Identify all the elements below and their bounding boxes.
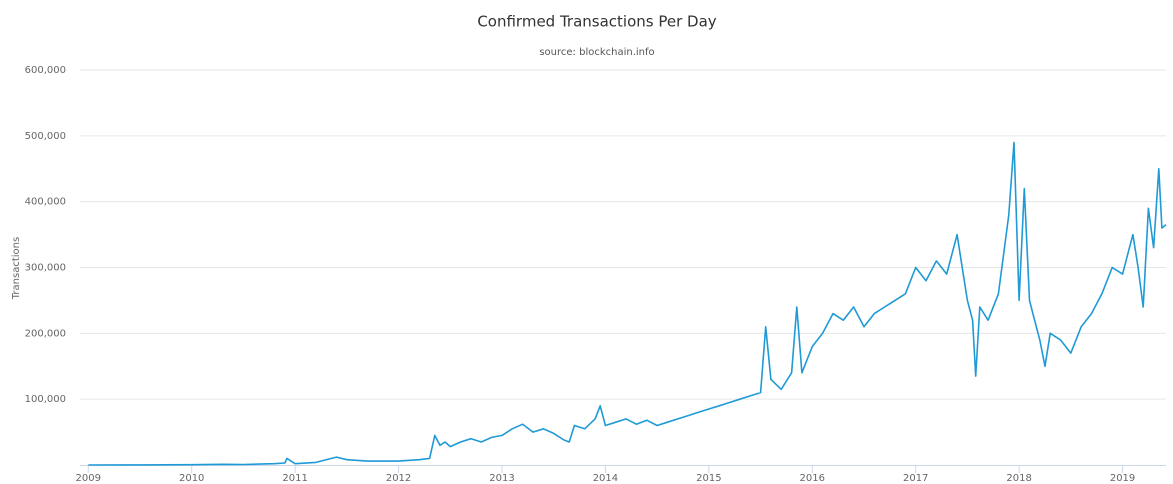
x-tick-label: 2012 (386, 473, 411, 484)
chart-subtitle: source: blockchain.info (539, 47, 654, 58)
y-tick-label: 500,000 (25, 131, 66, 142)
y-tick-label: 200,000 (25, 328, 66, 339)
x-tick-label: 2014 (593, 473, 618, 484)
y-tick-label: 300,000 (25, 263, 66, 274)
x-tick-label: 2017 (903, 473, 928, 484)
x-tick-label: 2015 (696, 473, 721, 484)
x-tick-label: 2010 (179, 473, 204, 484)
x-tick-label: 2018 (1006, 473, 1031, 484)
x-tick-label: 2019 (1110, 473, 1135, 484)
x-tick-label: 2013 (489, 473, 514, 484)
chart-title: Confirmed Transactions Per Day (477, 13, 716, 31)
y-tick-label: 600,000 (25, 65, 66, 76)
x-tick-label: 2009 (76, 473, 101, 484)
y-tick-label: 100,000 (25, 394, 66, 405)
y-tick-label: 400,000 (25, 197, 66, 208)
series-line (88, 141, 1167, 466)
x-tick-label: 2011 (282, 473, 307, 484)
y-axis-label: Transactions (11, 237, 22, 300)
x-tick-label: 2016 (800, 473, 825, 484)
